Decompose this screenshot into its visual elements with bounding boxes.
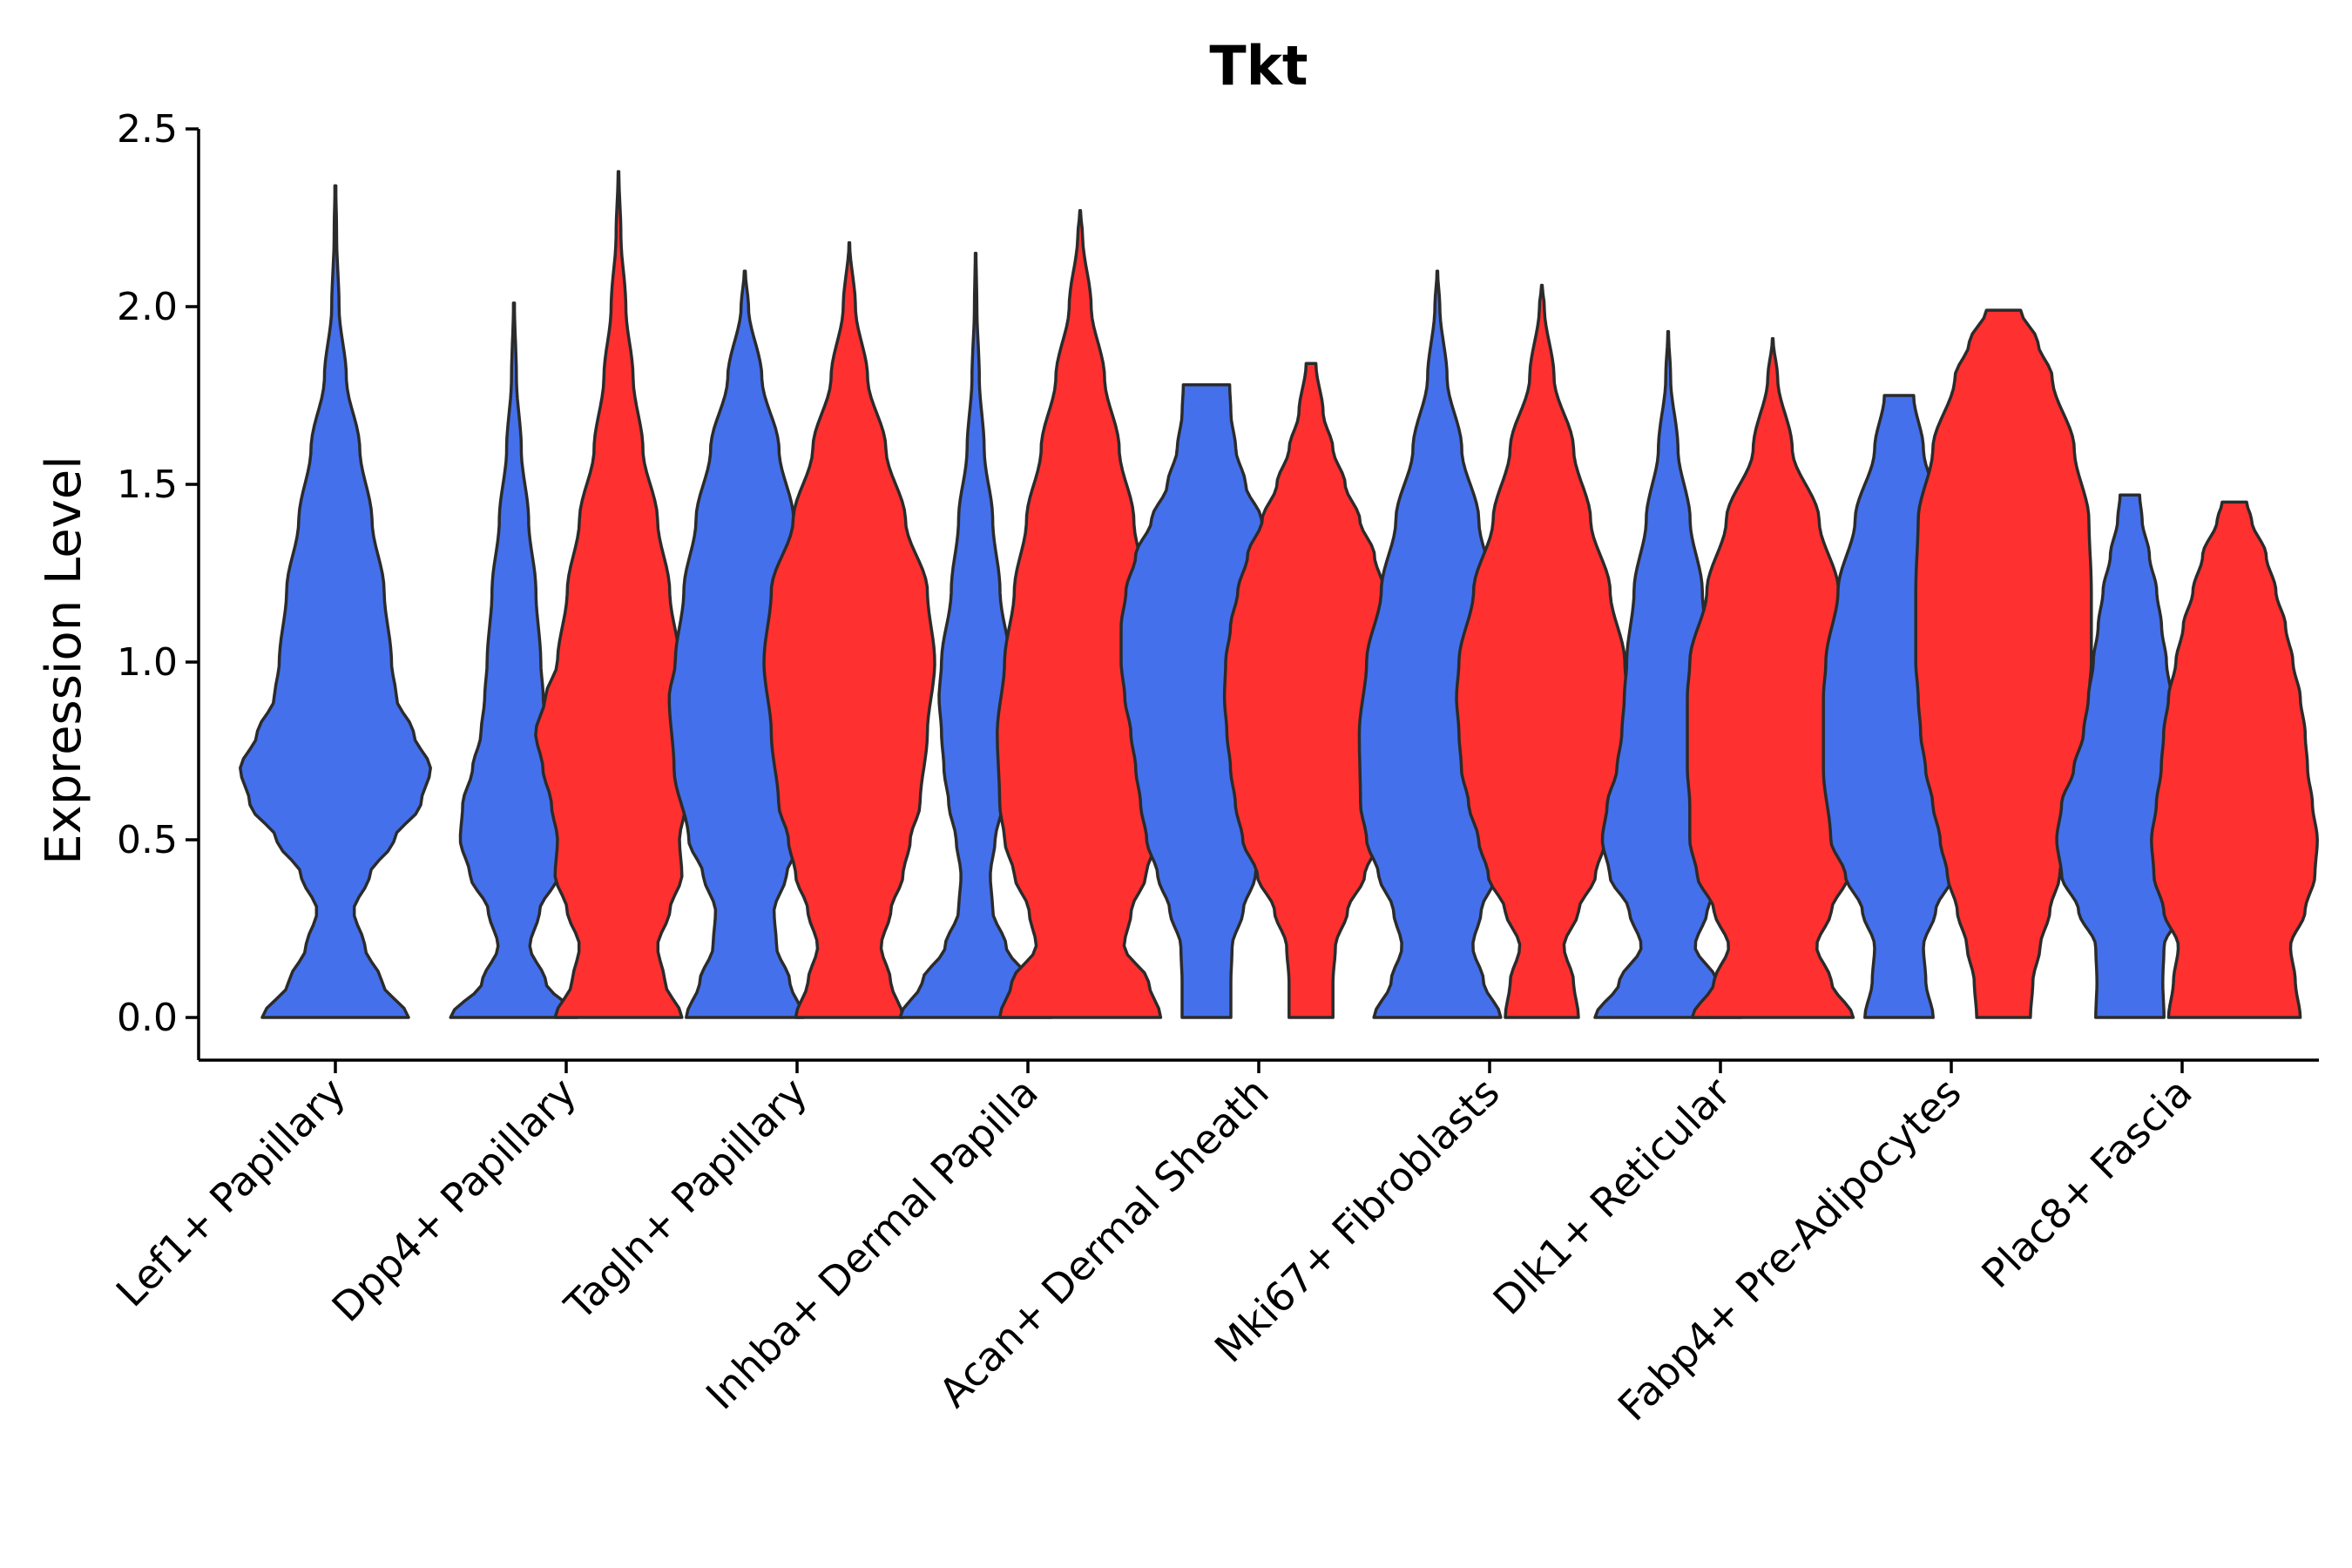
violin-red [534, 170, 703, 1019]
x-tick-label: Lef1+ Papillary [107, 1069, 355, 1316]
x-tick-label: Dpp4+ Papillary [323, 1069, 585, 1331]
y-tick-label: 2.5 [117, 107, 178, 152]
violin-red [762, 240, 936, 1019]
y-axis-title: Expression Level [36, 456, 92, 865]
chart-title: Tkt [1209, 34, 1308, 98]
y-tick-label: 1.5 [117, 463, 178, 507]
violin-red [1914, 308, 2093, 1019]
violin-blue [239, 184, 432, 1019]
x-tick-label: Tagln+ Papillary [555, 1069, 816, 1330]
x-tick-label: Dlk1+ Reticular [1484, 1069, 1740, 1324]
y-tick-label: 0.5 [117, 818, 178, 862]
violin-red [2150, 500, 2319, 1019]
violins-group [239, 170, 2319, 1019]
y-tick-label: 1.0 [117, 640, 178, 685]
y-tick-label: 2.0 [117, 285, 178, 329]
y-tick-label: 0.0 [117, 996, 178, 1040]
x-tick-label: Plac8+ Fascia [1972, 1069, 2200, 1297]
